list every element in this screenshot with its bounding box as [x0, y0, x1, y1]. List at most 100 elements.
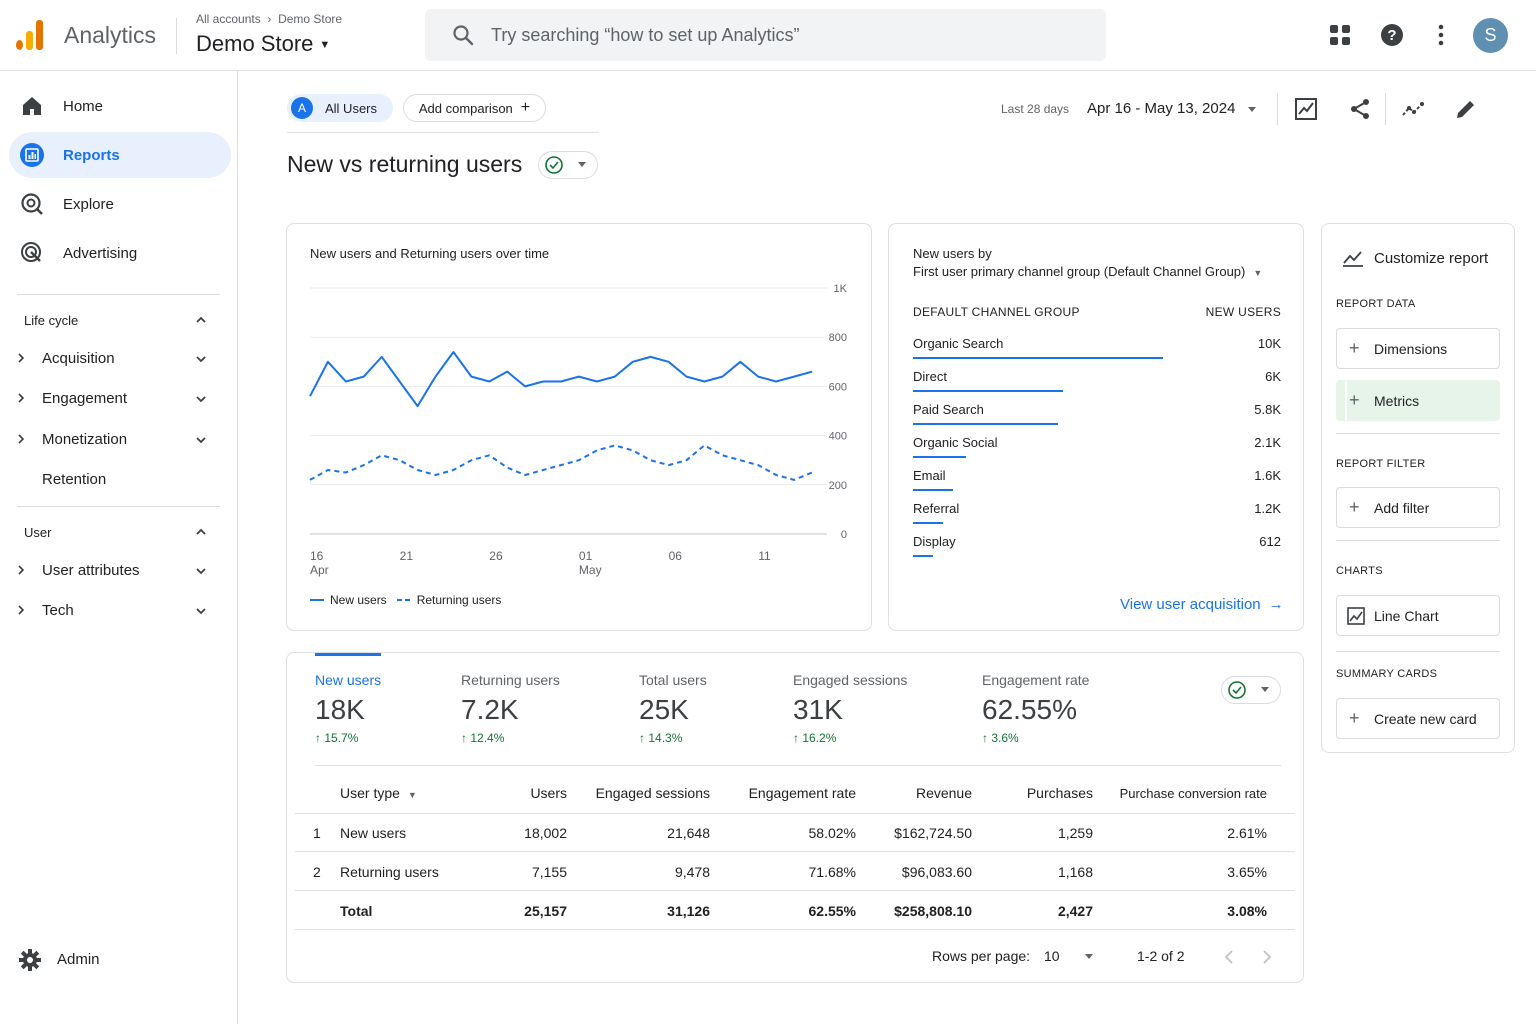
chevron-right-icon[interactable]: [1261, 949, 1273, 965]
table-cell: 3.08%: [1227, 903, 1267, 919]
channel-row[interactable]: Display 612: [913, 534, 1281, 567]
help-icon[interactable]: ?: [1377, 20, 1407, 50]
insights-chart-icon[interactable]: [1294, 97, 1318, 121]
channel-row[interactable]: Paid Search 5.8K: [913, 402, 1281, 435]
nav-advertising[interactable]: Advertising: [9, 230, 231, 276]
sidebar-item-retention[interactable]: Retention: [12, 465, 218, 495]
metric-delta: ↑ 15.7%: [315, 731, 358, 745]
property-selector[interactable]: Demo Store ▼: [196, 31, 330, 57]
breadcrumb[interactable]: All accounts › Demo Store: [196, 12, 342, 26]
channel-value: 10K: [1257, 336, 1281, 351]
breadcrumb-all-accounts[interactable]: All accounts: [196, 12, 261, 26]
search-bar[interactable]: [425, 9, 1106, 61]
explore-icon: [21, 193, 43, 215]
channel-row[interactable]: Organic Search 10K: [913, 336, 1281, 369]
sidebar-item-label: Retention: [42, 471, 107, 488]
sidebar-item-monetization[interactable]: Monetization: [12, 425, 218, 455]
metric-label: New users: [315, 672, 382, 688]
avatar[interactable]: S: [1473, 18, 1508, 53]
sidebar-item-engagement[interactable]: Engagement: [12, 384, 218, 414]
legend-item-returning-users[interactable]: Returning users: [396, 593, 501, 607]
search-input[interactable]: [491, 21, 1081, 49]
report-status-badge[interactable]: [538, 151, 598, 179]
caret-down-icon[interactable]: [1084, 954, 1094, 960]
metric-tab[interactable]: Engagement rate 62.55% ↑ 3.6%: [982, 653, 1132, 765]
nav-home[interactable]: Home: [9, 83, 231, 129]
nav-explore[interactable]: Explore: [9, 181, 231, 227]
dimension-selector[interactable]: First user primary channel group (Defaul…: [913, 264, 1262, 279]
analytics-logo[interactable]: [16, 20, 46, 50]
create-new-card-button[interactable]: + Create new card: [1336, 698, 1500, 739]
column-header-engaged-sessions[interactable]: Engaged sessions: [595, 785, 710, 801]
nav-reports[interactable]: Reports: [9, 132, 231, 178]
section-user-title[interactable]: User: [24, 525, 52, 540]
x-tick-label: 06: [669, 549, 683, 563]
row-label: New users: [340, 825, 407, 841]
channel-row[interactable]: Referral 1.2K: [913, 501, 1281, 534]
channel-row[interactable]: Email 1.6K: [913, 468, 1281, 501]
rows-per-page-select[interactable]: 10: [1044, 948, 1060, 964]
dimensions-button[interactable]: + Dimensions: [1336, 328, 1500, 369]
reports-icon: [20, 143, 44, 167]
metric-tab[interactable]: New users 18K ↑ 15.7%: [315, 653, 465, 765]
arrow-up-icon: ↑: [315, 731, 325, 745]
table-cell: 2,427: [1057, 903, 1093, 919]
legend-item-new-users[interactable]: New users: [310, 593, 387, 607]
date-range-picker[interactable]: Apr 16 - May 13, 2024: [1087, 100, 1236, 117]
chevron-up-icon[interactable]: [195, 526, 207, 538]
metric-tab[interactable]: Engaged sessions 31K ↑ 16.2%: [793, 653, 943, 765]
edit-pencil-icon[interactable]: [1454, 97, 1478, 121]
series-line-returning-users[interactable]: [309, 444, 813, 481]
sidebar-item-label: User attributes: [42, 562, 140, 579]
view-user-acquisition-link[interactable]: View user acquisition →: [1120, 596, 1284, 613]
metric-tab[interactable]: Total users 25K ↑ 14.3%: [639, 653, 789, 765]
chevron-up-icon[interactable]: [195, 314, 207, 326]
chevron-right-icon: [18, 605, 25, 615]
sidebar-item-tech[interactable]: Tech: [12, 596, 218, 626]
nav-admin-label: Admin: [57, 951, 100, 968]
metrics-button[interactable]: + Metrics: [1336, 380, 1500, 421]
line-chart-button[interactable]: Line Chart: [1336, 595, 1500, 636]
channel-name: Referral: [913, 501, 960, 516]
chevron-left-icon[interactable]: [1223, 949, 1235, 965]
column-header-users[interactable]: Users: [530, 785, 567, 801]
header-label: User type: [340, 785, 400, 801]
insights-sparkle-icon[interactable]: [1401, 97, 1425, 121]
table-status-badge[interactable]: [1221, 676, 1281, 704]
metric-value: 31K: [793, 694, 843, 725]
channel-row[interactable]: Direct 6K: [913, 369, 1281, 402]
nav-admin[interactable]: Admin: [18, 948, 100, 974]
share-icon[interactable]: [1348, 97, 1372, 121]
y-tick-label: 800: [829, 332, 847, 344]
series-line-new-users[interactable]: [309, 351, 813, 408]
metric-delta-value: 3.6%: [991, 731, 1019, 745]
sidebar-item-user-attributes[interactable]: User attributes: [12, 556, 218, 586]
caret-down-icon[interactable]: [1247, 107, 1257, 113]
breadcrumb-account[interactable]: Demo Store: [278, 12, 343, 26]
metric-value: 18K: [315, 694, 365, 725]
add-comparison-button[interactable]: Add comparison +: [403, 94, 546, 122]
column-header-engagement-rate[interactable]: Engagement rate: [748, 785, 856, 801]
rows-per-page-label: Rows per page:: [932, 948, 1031, 964]
metric-delta-value: 15.7%: [324, 731, 359, 745]
gear-icon: [19, 949, 41, 971]
column-header-purchases[interactable]: Purchases: [1026, 785, 1093, 801]
more-vert-icon[interactable]: [1426, 20, 1456, 50]
metric-tab[interactable]: Returning users 7.2K ↑ 12.4%: [461, 653, 611, 765]
arrow-right-icon: →: [1268, 596, 1284, 613]
column-header-purchase-conversion-rate[interactable]: Purchase conversion rate: [1119, 786, 1267, 801]
channel-name: Direct: [913, 369, 947, 384]
sidebar-item-acquisition[interactable]: Acquisition: [12, 344, 218, 374]
apps-grid-icon[interactable]: [1325, 20, 1355, 50]
nav-home-label: Home: [63, 97, 104, 115]
x-tick-sublabel: May: [579, 563, 602, 577]
column-header-revenue[interactable]: Revenue: [915, 785, 972, 801]
segment-chip-all-users[interactable]: A All Users: [287, 94, 393, 122]
add-filter-button[interactable]: + Add filter: [1336, 487, 1500, 528]
section-lifecycle-title[interactable]: Life cycle: [24, 313, 79, 328]
caret-down-icon: ▼: [319, 39, 331, 52]
column-header-user-type[interactable]: User type ▼: [340, 785, 417, 801]
row-label: Total: [340, 903, 373, 919]
channel-row[interactable]: Organic Social 2.1K: [913, 435, 1281, 468]
